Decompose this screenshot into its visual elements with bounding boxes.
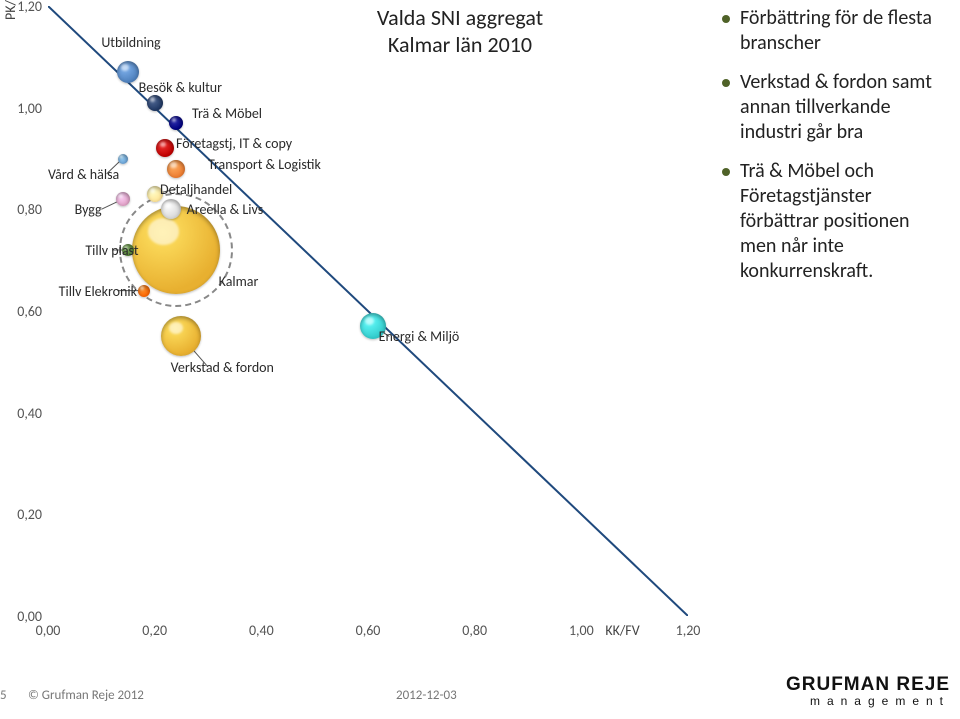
brand-main: GRUFMAN REJE	[786, 674, 950, 696]
bullet-item: Trä & Möbel och Företagstjänster förbätt…	[722, 159, 950, 284]
x-tick: 1,00	[561, 622, 601, 639]
bubble	[167, 160, 185, 178]
x-axis-title: KK/FV	[605, 622, 639, 639]
bubble	[169, 116, 183, 130]
bubble-chart: PK/FV Valda SNI aggregat Kalmar län 2010…	[0, 0, 700, 640]
bubble-label: Utbildning	[101, 34, 160, 51]
bubble-label: Tillv plast	[85, 242, 138, 259]
y-tick: 0,40	[6, 405, 42, 422]
copyright: © Grufman Reje 2012	[28, 688, 144, 703]
plot-area: Utbildning Besök & kultur Trä & Möbel Vård …	[48, 6, 688, 616]
x-tick: 0,40	[241, 622, 281, 639]
bubble-label: Vård & hälsa	[48, 166, 119, 183]
callout-lines	[48, 6, 688, 616]
bubble-label: Transport & Logistik	[208, 156, 321, 173]
bubble-label: Energi & Miljö	[379, 328, 460, 345]
bubble-label: Besök & kultur	[139, 79, 222, 96]
y-tick: 0,60	[6, 303, 42, 320]
bubble	[147, 95, 163, 111]
bubble	[117, 61, 139, 83]
x-tick: 0,20	[135, 622, 175, 639]
footer: 5 © Grufman Reje 2012 2012-12-03 GRUFMAN…	[0, 680, 960, 719]
brand-sub: management	[786, 694, 950, 708]
bullet-list: Förbättring för de flesta branscher Verks…	[722, 6, 950, 298]
y-tick: 0,20	[6, 506, 42, 523]
bubble-label: Företagstj, IT & copy	[176, 135, 292, 152]
footer-date: 2012-12-03	[396, 688, 457, 703]
bubble-label: Kalmar	[219, 273, 259, 290]
bubble-label: Trä & Möbel	[192, 105, 262, 122]
bullet-item: Förbättring för de flesta branscher	[722, 6, 950, 56]
bubble	[116, 192, 130, 206]
y-tick: 1,00	[6, 100, 42, 117]
bubble	[156, 139, 174, 157]
bubble-label: Detaljhandel	[160, 181, 232, 198]
bubble	[118, 154, 128, 164]
x-tick: 1,20	[668, 622, 708, 639]
bubble	[132, 206, 220, 294]
y-tick: 1,20	[6, 0, 42, 15]
bullet-item: Verkstad & fordon samt annan tillverkand…	[722, 70, 950, 145]
bubble-label: Tillv Elekronik	[59, 283, 137, 300]
slide-number: 5	[0, 688, 7, 703]
bubble	[161, 316, 201, 356]
bubble-label: Areella & Livs	[187, 201, 264, 218]
slide: PK/FV Valda SNI aggregat Kalmar län 2010…	[0, 0, 960, 719]
y-tick: 0,80	[6, 201, 42, 218]
x-tick: 0,80	[455, 622, 495, 639]
x-tick: 0,60	[348, 622, 388, 639]
bubble-label: Verkstad & fordon	[171, 359, 274, 376]
x-tick: 0,00	[28, 622, 68, 639]
bubble-label: Bygg	[75, 201, 102, 218]
bubble	[161, 199, 181, 219]
brand-logo: GRUFMAN REJE management	[786, 674, 950, 708]
bubble	[138, 285, 150, 297]
